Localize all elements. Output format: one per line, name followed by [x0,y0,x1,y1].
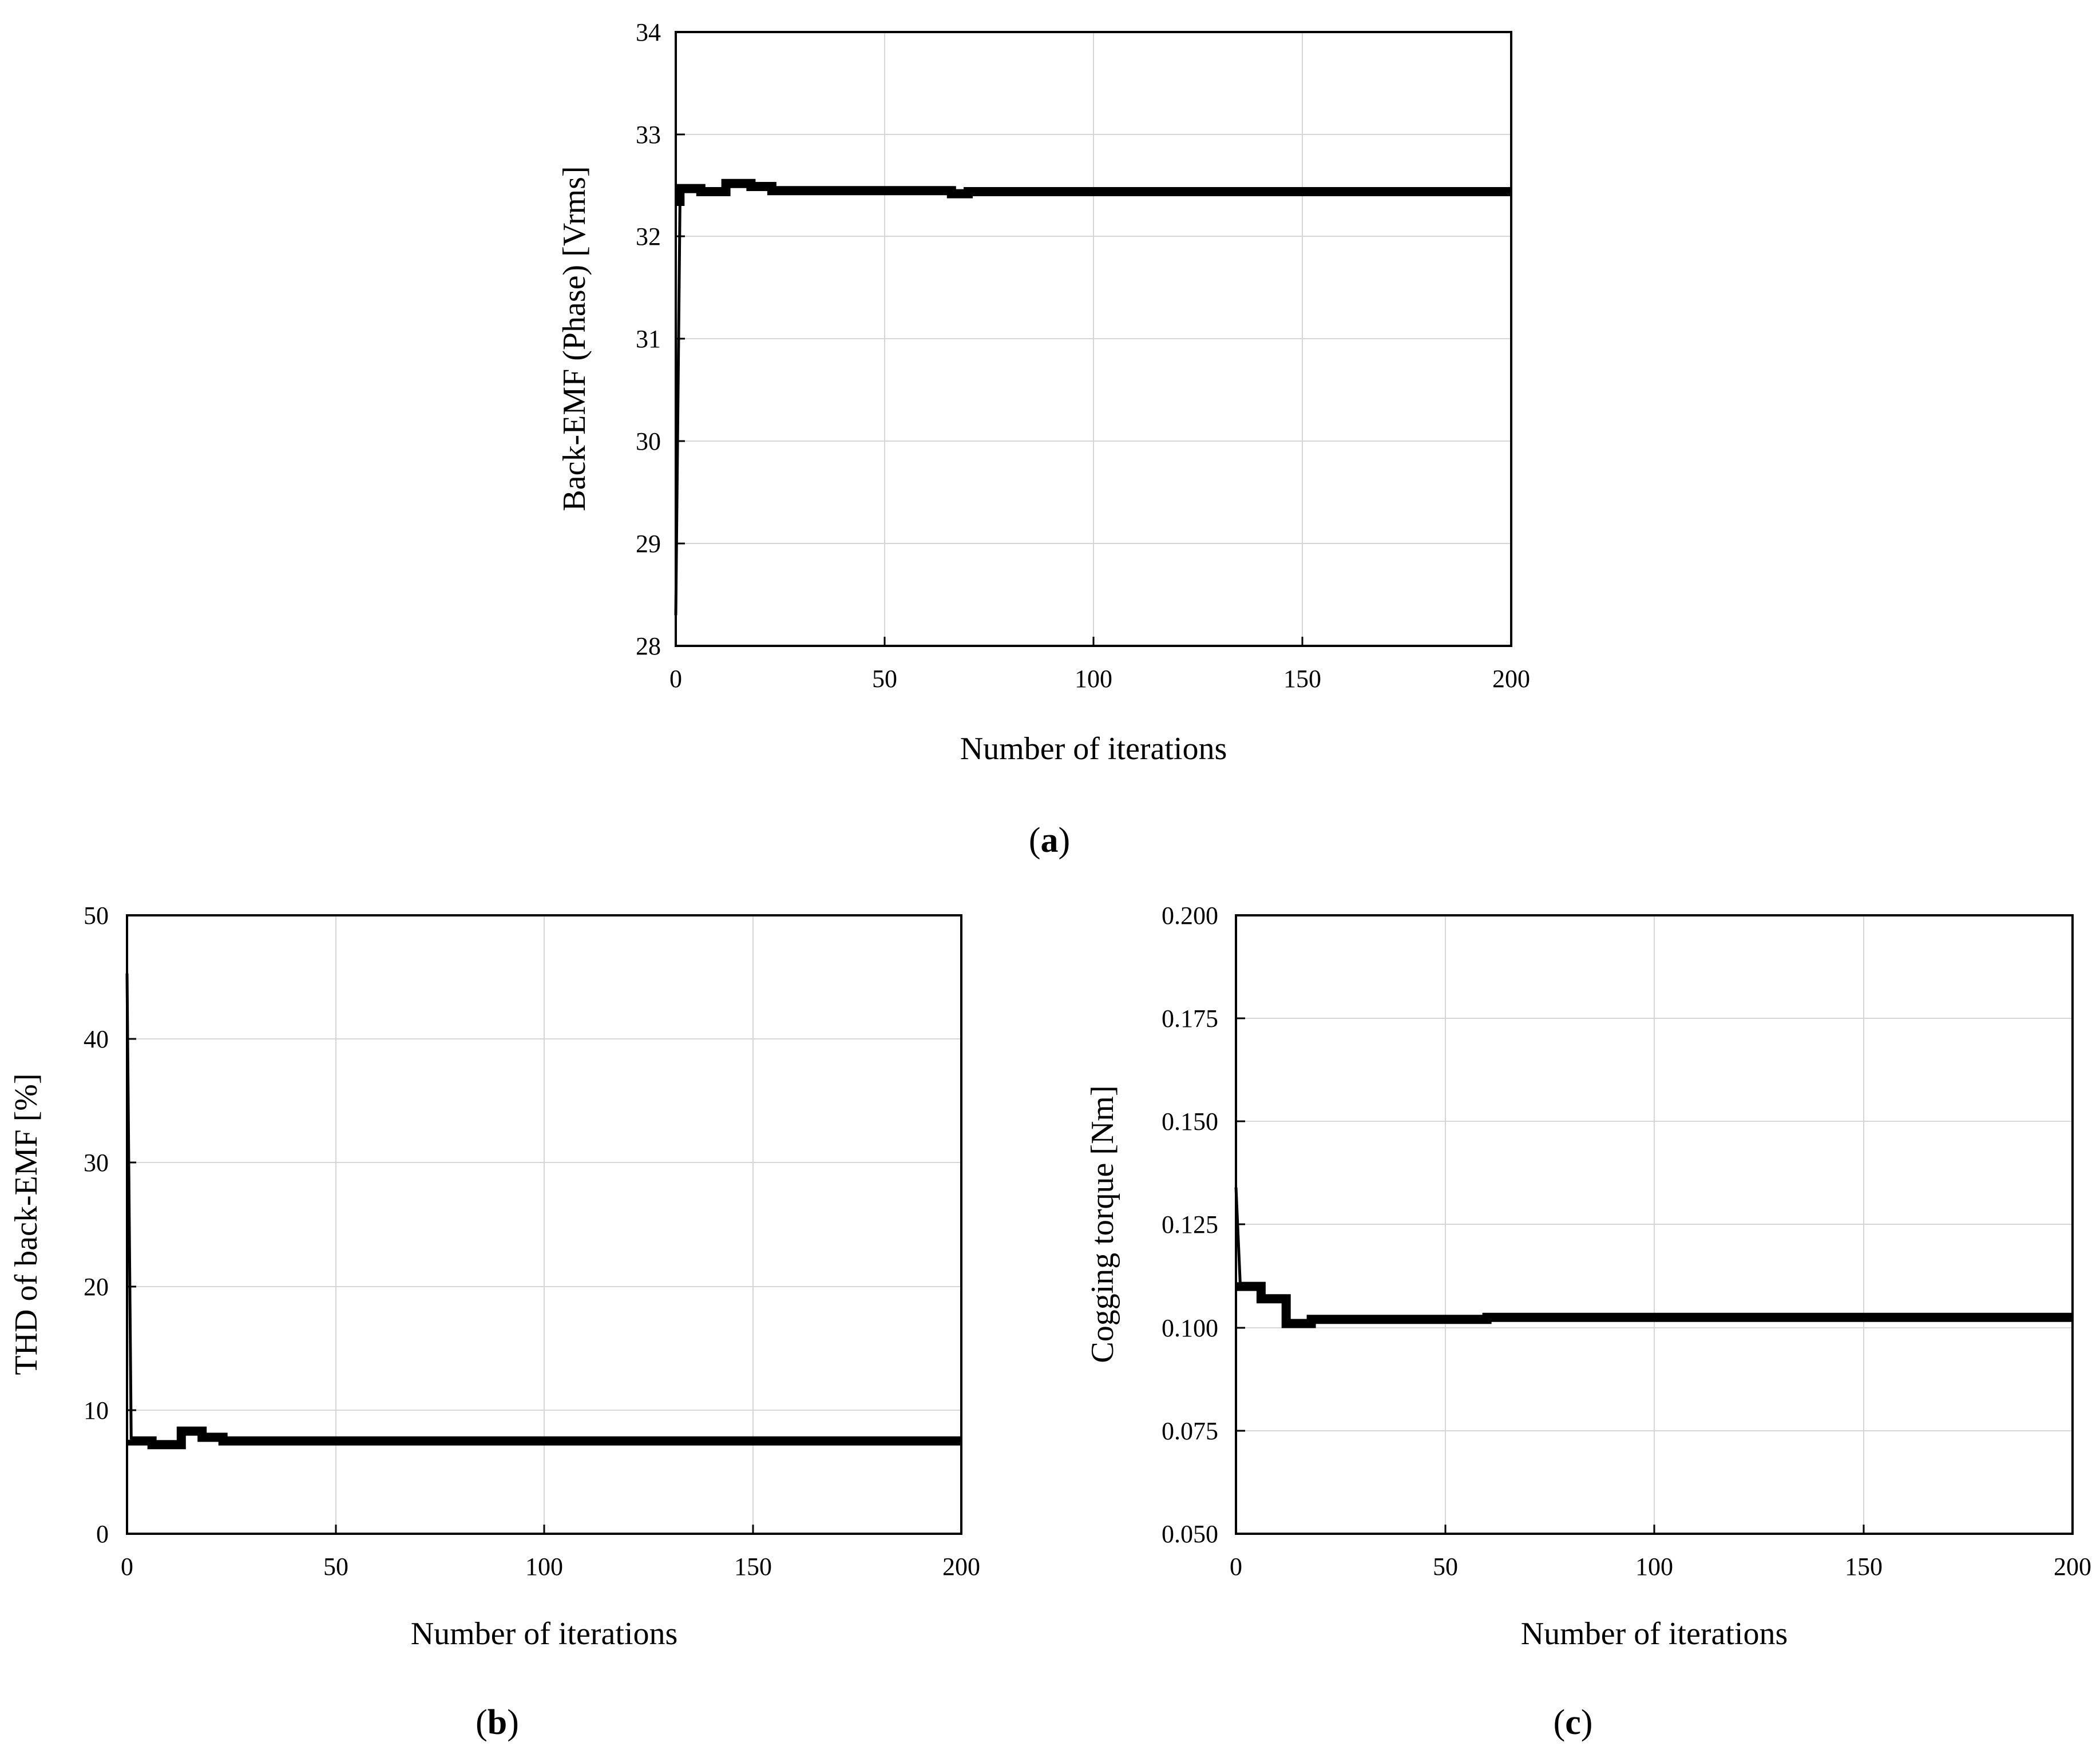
plot-b-initial-spike [125,973,133,1440]
plot-c-x-tick-label: 0 [1230,1553,1242,1581]
plot-c-x-tick-label: 50 [1433,1553,1458,1581]
plot-a-x-tick-label: 50 [872,665,897,693]
plot-a-y-tick-label: 28 [636,632,661,660]
plot-b-x-tick-label: 50 [323,1553,348,1581]
caption-c: (c) [1554,1703,1593,1742]
plot-c-y-tick-label: 0.125 [1162,1211,1218,1239]
plot-b-x-tick-label: 100 [525,1553,563,1581]
plot-b-x-tick-label: 150 [734,1553,772,1581]
plot-b-y-tick-label: 20 [84,1273,109,1301]
plot-a-y-tick-label: 31 [636,325,661,353]
plot-b-x-tick-label: 0 [121,1553,133,1581]
plot-a-x-tick-label: 0 [669,665,682,693]
plot-c-x-axis-title: Number of iterations [1521,1616,1788,1652]
caption-a-letter: a [1041,821,1059,860]
plot-a-initial-spike [674,205,681,616]
plot-a-y-tick-label: 32 [636,223,661,251]
caption-b: (b) [476,1703,519,1742]
plot-b-y-tick-label: 0 [96,1520,109,1548]
plot-b-series-line [126,1426,961,1450]
plot-a-x-tick-label: 100 [1075,665,1112,693]
plot-a-y-tick-label: 34 [636,18,661,46]
plot-b-y-tick-label: 10 [84,1396,109,1424]
plot-b-x-tick-label: 200 [942,1553,980,1581]
caption-b-letter: b [488,1703,507,1742]
plot-a-y-axis-title: Back-EMF (Phase) [Vrms] [557,166,592,511]
panel-b: 0 50 100 150 200 0 10 20 30 40 50 Number… [9,902,980,1742]
plot-c-x-tick-label: 200 [2054,1553,2091,1581]
plot-b-y-tick-label: 50 [84,902,109,930]
plot-c-y-tick-label: 0.050 [1162,1520,1218,1548]
plot-c-y-tick-label: 0.100 [1162,1314,1218,1342]
plot-a-x-tick-label: 200 [1492,665,1530,693]
plot-c-initial-spike [1234,1187,1242,1283]
plot-a-y-tick-label: 29 [636,530,661,558]
plot-a-series-line [675,178,1511,206]
plot-b-x-axis-title: Number of iterations [411,1616,678,1652]
plot-c-y-tick-label: 0.175 [1162,1005,1218,1033]
plot-c-y-tick-label: 0.200 [1162,902,1218,930]
plot-c-y-axis-title: Cogging torque [Nm] [1085,1085,1120,1363]
plot-a-y-tick-label: 30 [636,427,661,455]
plot-c-x-tick-label: 100 [1635,1553,1673,1581]
caption-a: (a) [1029,821,1070,860]
plot-b-y-tick-label: 40 [84,1025,109,1053]
panel-a: 0 50 100 150 200 28 29 30 31 32 33 34 Nu… [557,18,1530,860]
plot-b-y-axis-title: THD of back-EMF [%] [9,1073,44,1375]
plot-c-series-line [1235,1281,2073,1328]
plot-a-x-tick-label: 150 [1283,665,1321,693]
plot-b-y-tick-label: 30 [84,1149,109,1177]
plot-c-y-tick-label: 0.075 [1162,1417,1218,1445]
plot-a-y-tick-label: 33 [636,121,661,149]
plot-c-y-tick-label: 0.150 [1162,1108,1218,1136]
caption-c-letter: c [1565,1703,1581,1742]
plot-a-x-axis-title: Number of iterations [960,731,1227,767]
panel-c: 0 50 100 150 200 0.050 0.075 0.100 0.125… [1085,902,2091,1742]
plot-c-x-tick-label: 150 [1845,1553,1883,1581]
